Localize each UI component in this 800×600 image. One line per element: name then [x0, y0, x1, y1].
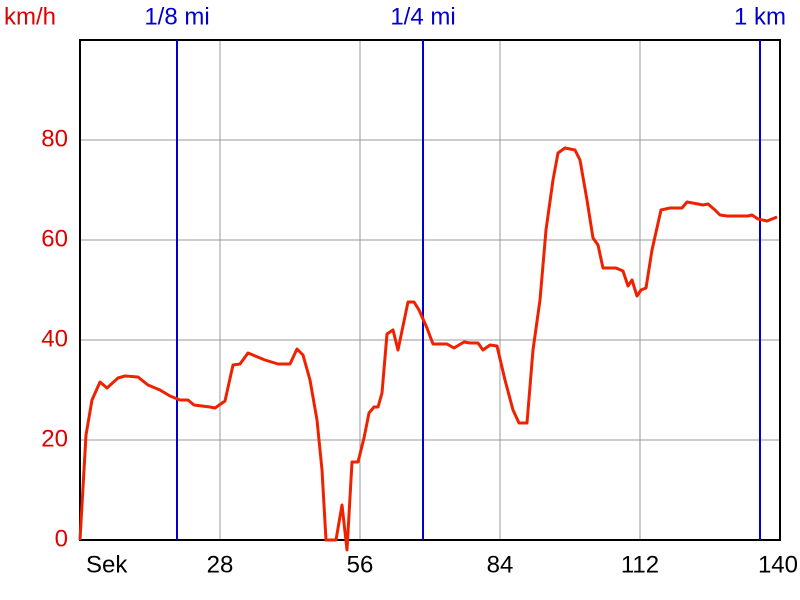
x-tick-label: 140	[758, 551, 798, 578]
y-tick-label: 20	[41, 425, 68, 452]
x-tick-label: Sek	[86, 551, 128, 578]
x-tick-label: 28	[207, 551, 234, 578]
y-axis-label: km/h	[4, 3, 56, 30]
y-tick-label: 60	[41, 225, 68, 252]
y-tick-label: 80	[41, 125, 68, 152]
distance-marker-label: 1 km	[734, 3, 786, 30]
x-tick-label: 84	[487, 551, 514, 578]
y-tick-label: 0	[55, 525, 68, 552]
distance-marker-label: 1/8 mi	[144, 3, 209, 30]
speed-line	[78, 146, 778, 552]
plot-border	[79, 39, 781, 541]
x-tick-label: 56	[347, 551, 374, 578]
x-tick-label: 112	[621, 551, 659, 578]
distance-marker-label: 1/4 mi	[390, 3, 455, 30]
y-tick-label: 40	[41, 325, 68, 352]
